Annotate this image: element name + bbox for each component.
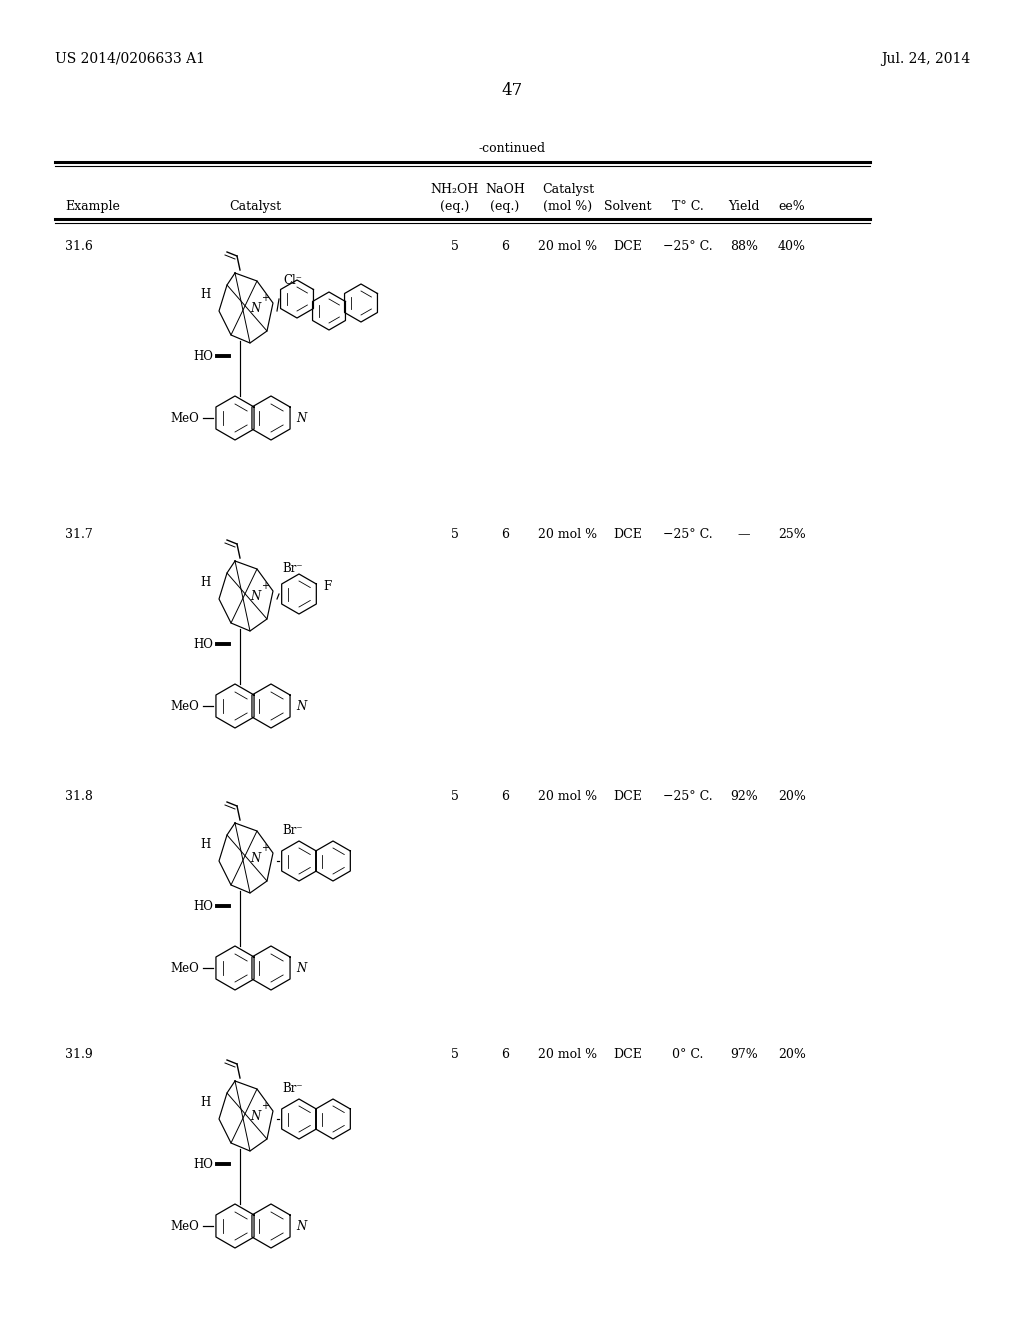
Text: 6: 6: [501, 789, 509, 803]
Text: 88%: 88%: [730, 240, 758, 253]
Text: N: N: [296, 412, 306, 425]
Text: 20 mol %: 20 mol %: [539, 1048, 598, 1061]
Text: ee%: ee%: [778, 201, 805, 213]
Text: Catalyst: Catalyst: [229, 201, 281, 213]
Text: MeO: MeO: [171, 1220, 200, 1233]
Text: 6: 6: [501, 240, 509, 253]
Text: 97%: 97%: [730, 1048, 758, 1061]
Text: Br⁻: Br⁻: [283, 825, 303, 837]
Text: 5: 5: [451, 528, 459, 541]
Text: 6: 6: [501, 1048, 509, 1061]
Text: HO: HO: [194, 350, 213, 363]
Text: 20%: 20%: [778, 789, 806, 803]
Text: 20 mol %: 20 mol %: [539, 789, 598, 803]
Text: Cl⁻: Cl⁻: [284, 275, 302, 288]
Text: +: +: [261, 581, 269, 591]
Text: US 2014/0206633 A1: US 2014/0206633 A1: [55, 51, 205, 66]
Text: (eq.): (eq.): [490, 201, 519, 213]
Text: Br⁻: Br⁻: [283, 1082, 303, 1096]
Text: 20 mol %: 20 mol %: [539, 240, 598, 253]
Text: MeO: MeO: [171, 412, 200, 425]
Text: N: N: [250, 301, 260, 314]
Text: N: N: [250, 590, 260, 602]
Text: 5: 5: [451, 789, 459, 803]
Text: 40%: 40%: [778, 240, 806, 253]
Text: H: H: [200, 289, 210, 301]
Text: (eq.): (eq.): [440, 201, 470, 213]
Text: NaOH: NaOH: [485, 183, 525, 195]
Text: —: —: [737, 528, 751, 541]
Text: DCE: DCE: [613, 1048, 642, 1061]
Text: T° C.: T° C.: [672, 201, 703, 213]
Text: Example: Example: [65, 201, 120, 213]
Text: 25%: 25%: [778, 528, 806, 541]
Text: −25° C.: −25° C.: [664, 528, 713, 541]
Text: N: N: [296, 700, 306, 713]
Text: N: N: [296, 961, 306, 974]
Text: HO: HO: [194, 899, 213, 912]
Text: DCE: DCE: [613, 240, 642, 253]
Text: HO: HO: [194, 638, 213, 651]
Text: -continued: -continued: [478, 143, 546, 154]
Text: N: N: [296, 1220, 306, 1233]
Text: 6: 6: [501, 528, 509, 541]
Text: HO: HO: [194, 1158, 213, 1171]
Text: +: +: [261, 293, 269, 304]
Text: N: N: [250, 851, 260, 865]
Text: 20 mol %: 20 mol %: [539, 528, 598, 541]
Text: 47: 47: [502, 82, 522, 99]
Text: +: +: [261, 1101, 269, 1111]
Text: 20%: 20%: [778, 1048, 806, 1061]
Text: Jul. 24, 2014: Jul. 24, 2014: [881, 51, 970, 66]
Text: DCE: DCE: [613, 789, 642, 803]
Text: Yield: Yield: [728, 201, 760, 213]
Text: 5: 5: [451, 1048, 459, 1061]
Text: H: H: [200, 1097, 210, 1110]
Text: −25° C.: −25° C.: [664, 240, 713, 253]
Text: F: F: [323, 579, 331, 593]
Text: 31.6: 31.6: [65, 240, 93, 253]
Text: 31.9: 31.9: [65, 1048, 93, 1061]
Text: Solvent: Solvent: [604, 201, 651, 213]
Text: MeO: MeO: [171, 961, 200, 974]
Text: DCE: DCE: [613, 528, 642, 541]
Text: (mol %): (mol %): [544, 201, 593, 213]
Text: Br⁻: Br⁻: [283, 562, 303, 576]
Text: +: +: [261, 843, 269, 853]
Text: 0° C.: 0° C.: [673, 1048, 703, 1061]
Text: NH₂OH: NH₂OH: [431, 183, 479, 195]
Text: N: N: [250, 1110, 260, 1122]
Text: −25° C.: −25° C.: [664, 789, 713, 803]
Text: MeO: MeO: [171, 700, 200, 713]
Text: H: H: [200, 838, 210, 851]
Text: 31.8: 31.8: [65, 789, 93, 803]
Text: H: H: [200, 577, 210, 590]
Text: 31.7: 31.7: [65, 528, 93, 541]
Text: 5: 5: [451, 240, 459, 253]
Text: Catalyst: Catalyst: [542, 183, 594, 195]
Text: 92%: 92%: [730, 789, 758, 803]
